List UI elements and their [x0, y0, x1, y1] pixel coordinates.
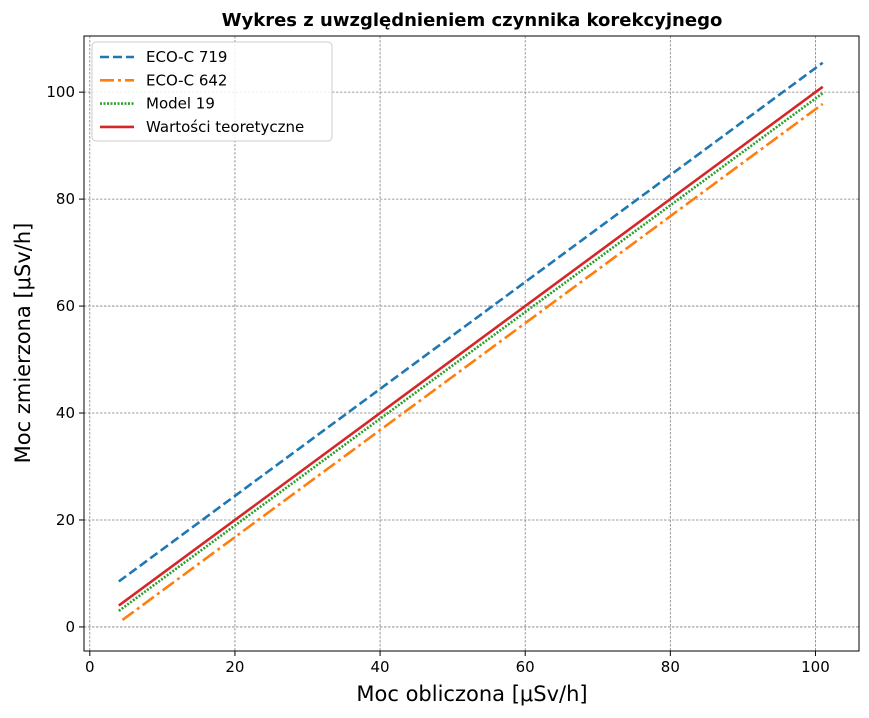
legend-label-0: ECO-C 719	[146, 48, 227, 66]
series-line-1	[121, 102, 824, 622]
y-tick-label: 40	[56, 404, 75, 422]
series-line-3	[118, 85, 824, 607]
legend-label-2: Model 19	[146, 95, 215, 113]
x-tick-label: 100	[801, 658, 830, 676]
x-tick-label: 40	[371, 658, 390, 676]
x-axis-label: Moc obliczona [μSv/h]	[356, 682, 587, 706]
chart-title: Wykres z uwzględnieniem czynnika korekcy…	[222, 10, 723, 31]
series-line-2	[118, 92, 824, 612]
y-tick-label: 100	[46, 83, 75, 101]
legend-label-3: Wartości teoretyczne	[146, 118, 304, 136]
x-tick-label: 0	[85, 658, 95, 676]
x-tick-label: 20	[225, 658, 244, 676]
axis-ticks: 0 20 40 60 80 100 0 20 40 60 80 100	[46, 83, 829, 676]
grid	[84, 36, 859, 651]
plot-frame	[83, 35, 860, 652]
legend-box	[91, 41, 333, 142]
series-line-0	[118, 61, 824, 583]
legend: ECO-C 719 ECO-C 642 Model 19 Wartości teore…	[91, 41, 333, 142]
x-tick-label: 60	[516, 658, 535, 676]
y-tick-label: 0	[65, 618, 75, 636]
x-tick-label: 80	[661, 658, 680, 676]
series-lines	[118, 61, 824, 622]
y-tick-label: 60	[56, 297, 75, 315]
y-tick-label: 20	[56, 511, 75, 529]
y-axis-label: Moc zmierzona [μSv/h]	[11, 223, 35, 464]
y-tick-label: 80	[56, 190, 75, 208]
legend-label-1: ECO-C 642	[146, 71, 227, 89]
